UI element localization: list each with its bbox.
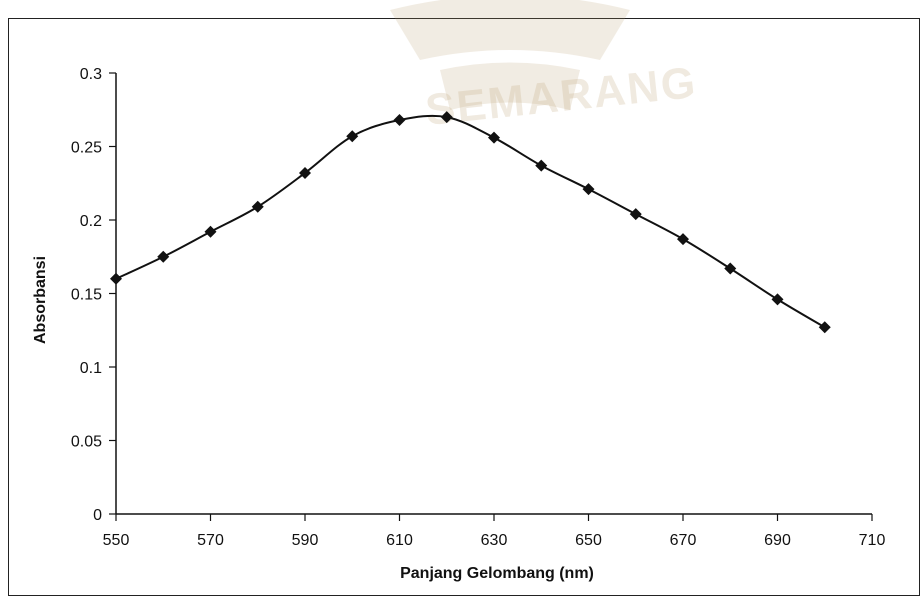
data-point xyxy=(157,250,170,263)
y-tick-label: 0.25 xyxy=(71,140,102,157)
y-tick-label: 0.1 xyxy=(80,360,102,377)
data-point xyxy=(629,208,642,221)
x-tick-label: 670 xyxy=(670,532,697,549)
x-tick-label: 590 xyxy=(292,532,319,549)
x-tick-label: 650 xyxy=(575,532,602,549)
y-tick-label: 0.2 xyxy=(80,213,102,230)
data-point xyxy=(393,114,406,127)
data-point xyxy=(488,131,500,144)
series-points xyxy=(110,111,831,334)
chart-frame xyxy=(8,18,920,596)
x-tick-label: 610 xyxy=(386,532,413,549)
y-tick-label: 0.15 xyxy=(71,287,102,304)
x-tick-label: 710 xyxy=(859,532,886,549)
y-tick-label: 0.05 xyxy=(71,434,102,451)
data-point xyxy=(535,159,548,172)
x-tick-label: 690 xyxy=(764,532,791,549)
y-axis-label: Absorbansi xyxy=(32,256,49,344)
data-point xyxy=(299,166,311,179)
series-line xyxy=(115,114,826,329)
y-tick-label: 0 xyxy=(93,507,102,524)
data-point xyxy=(440,111,453,124)
x-tick-label: 630 xyxy=(481,532,508,549)
x-tick-label: 570 xyxy=(197,532,224,549)
data-point xyxy=(204,225,217,238)
data-point xyxy=(771,293,784,306)
x-tick-label: 550 xyxy=(103,532,130,549)
y-tick-label: 0.3 xyxy=(80,66,102,83)
data-point xyxy=(346,130,359,143)
axes xyxy=(109,72,873,521)
data-point xyxy=(110,272,122,285)
tick-labels: 0 0.05 0.1 0.15 0.2 0.25 0.3 550 570 590 610 630 650… xyxy=(71,66,886,549)
data-point xyxy=(677,233,689,246)
data-point xyxy=(818,321,831,334)
data-point xyxy=(582,183,595,196)
x-axis-label: Panjang Gelombang (nm) xyxy=(400,565,594,582)
data-point xyxy=(251,200,264,213)
data-point xyxy=(724,262,737,275)
